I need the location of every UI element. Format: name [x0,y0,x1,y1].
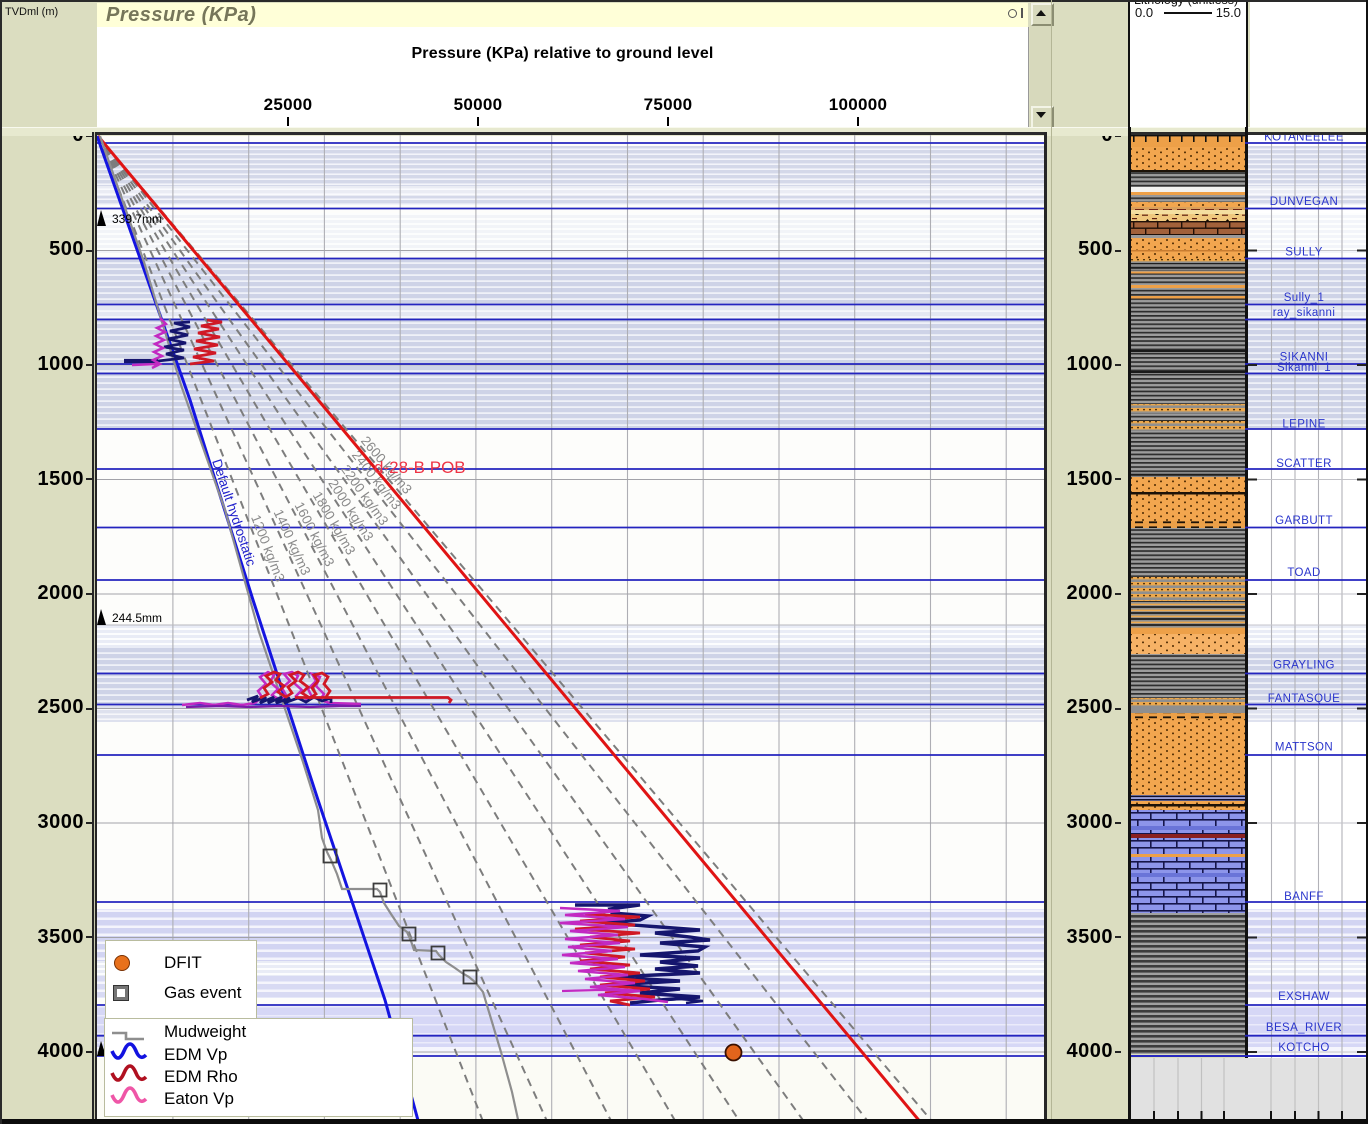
svg-text:KOTANEELEE: KOTANEELEE [1264,135,1344,144]
svg-text:d-28-B POB: d-28-B POB [374,458,466,477]
svg-text:Sikanni_1: Sikanni_1 [1277,362,1331,374]
svg-text:LEPINE: LEPINE [1282,419,1325,431]
svg-text:FANTASQUE: FANTASQUE [1268,693,1340,705]
svg-text:TOAD: TOAD [1287,567,1320,579]
svg-text:Sully_1: Sully_1 [1284,292,1325,304]
svg-text:SULLY: SULLY [1285,247,1323,259]
svg-text:SIKANNI: SIKANNI [1280,352,1329,364]
svg-text:KOTCHO: KOTCHO [1278,1042,1330,1054]
svg-text:SCATTER: SCATTER [1276,458,1332,470]
svg-text:GRAYLING: GRAYLING [1273,660,1335,672]
svg-text:MATTSON: MATTSON [1275,742,1333,754]
svg-text:ray_sikanni: ray_sikanni [1273,307,1336,319]
svg-text:GARBUTT: GARBUTT [1275,515,1333,527]
svg-text:BESA_RIVER: BESA_RIVER [1266,1022,1342,1034]
svg-text:EXSHAW: EXSHAW [1278,991,1330,1003]
svg-text:244.5mm: 244.5mm [112,611,162,625]
svg-text:339.7mm: 339.7mm [112,212,162,226]
svg-text:DUNVEGAN: DUNVEGAN [1270,196,1338,208]
svg-text:BANFF: BANFF [1284,891,1324,903]
